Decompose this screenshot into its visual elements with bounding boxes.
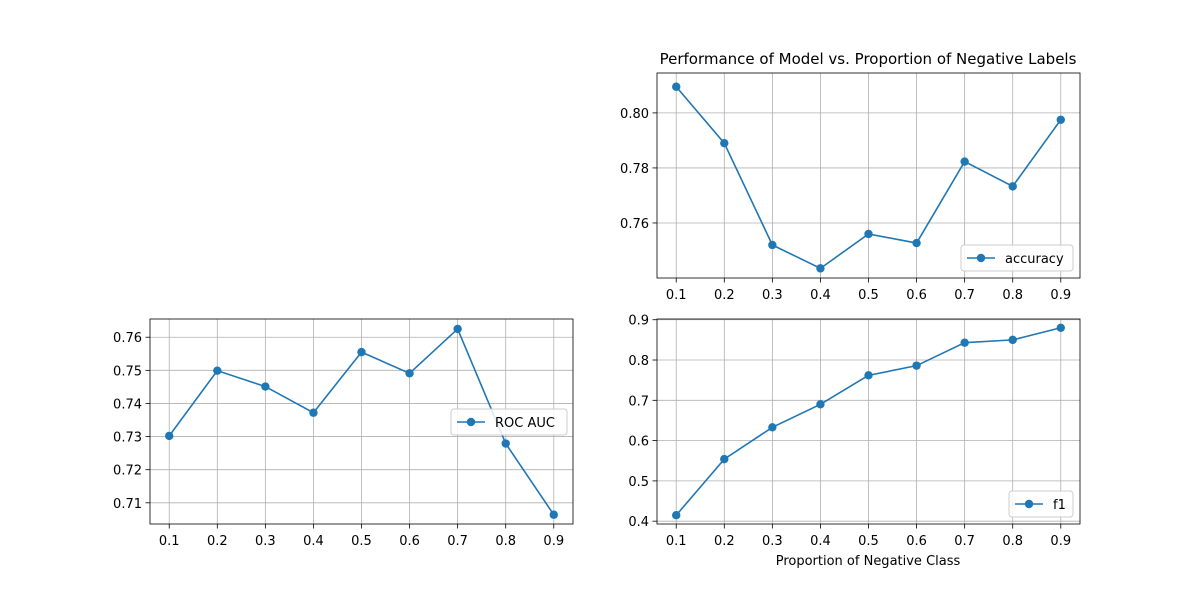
f1-legend-marker xyxy=(1024,499,1034,509)
f1-y-tick-label: 0.9 xyxy=(628,314,649,329)
roc-data-point xyxy=(501,439,510,448)
f1-data-point xyxy=(720,454,729,464)
accuracy-x-tick-label: 0.2 xyxy=(714,288,735,303)
accuracy-y-tick-label: 0.80 xyxy=(620,107,649,122)
accuracy-x-tick-label: 0.1 xyxy=(666,288,687,303)
accuracy-subplot: Performance of Model vs. Proportion of N… xyxy=(620,50,1081,303)
roc-x-tick-label: 0.1 xyxy=(159,534,180,549)
f1-legend-label: f1 xyxy=(1053,498,1066,513)
roc-data-point xyxy=(165,431,174,441)
roc-auc-subplot: 0.1 0.2 0.3 0.4 0.5 0.6 0.7 0.8 0.9 0.71 0.72 0.73 0… xyxy=(113,318,574,549)
f1-x-tick-label: 0.2 xyxy=(714,534,735,549)
roc-data-point xyxy=(453,324,462,334)
f1-x-tick-label: 0.8 xyxy=(1002,534,1023,549)
accuracy-plot-area: 0.1 0.2 0.3 0.4 0.5 0.6 0.7 0.8 0.9 0.76 0.78 0.80 a… xyxy=(620,72,1081,303)
roc-x-tick-label: 0.5 xyxy=(351,534,372,549)
roc-y-tick-label: 0.73 xyxy=(113,431,142,446)
accuracy-legend-box xyxy=(960,244,1074,272)
roc-legend-label: ROC AUC xyxy=(495,416,555,431)
roc-data-point xyxy=(357,347,366,357)
roc-y-tick-label: 0.76 xyxy=(113,331,142,346)
f1-x-tick-label: 0.6 xyxy=(906,534,927,549)
roc-axes-frame xyxy=(149,318,574,525)
accuracy-x-tick-label: 0.4 xyxy=(810,288,831,303)
accuracy-data-point xyxy=(1056,115,1065,124)
f1-data-point xyxy=(864,371,873,380)
f1-data-point xyxy=(960,338,969,347)
accuracy-data-point xyxy=(720,138,729,148)
roc-y-tick-label: 0.74 xyxy=(113,397,142,412)
accuracy-axes-frame xyxy=(656,72,1081,279)
f1-y-tick-label: 0.8 xyxy=(628,354,649,369)
accuracy-data-point xyxy=(768,240,777,250)
accuracy-data-point xyxy=(960,157,969,166)
f1-data-point xyxy=(672,511,681,520)
roc-x-tick-label: 0.9 xyxy=(543,534,564,549)
accuracy-x-tick-label: 0.3 xyxy=(762,288,783,303)
roc-data-point xyxy=(213,366,222,375)
accuracy-data-point xyxy=(912,238,921,248)
f1-y-tick-label: 0.4 xyxy=(628,515,649,530)
roc-y-tick-label: 0.72 xyxy=(113,464,142,479)
f1-x-tick-label: 0.4 xyxy=(810,534,831,549)
roc-data-point xyxy=(405,369,414,378)
roc-legend-marker xyxy=(466,417,476,427)
roc-x-tick-label: 0.8 xyxy=(495,534,516,549)
roc-y-tick-label: 0.75 xyxy=(113,364,142,379)
roc-x-tick-label: 0.2 xyxy=(207,534,228,549)
accuracy-data-point xyxy=(1008,182,1017,191)
accuracy-x-tick-label: 0.7 xyxy=(954,288,975,303)
accuracy-data-point xyxy=(816,264,825,273)
f1-data-point xyxy=(768,423,777,432)
f1-x-tick-label: 0.9 xyxy=(1050,534,1071,549)
accuracy-data-point xyxy=(864,229,873,239)
accuracy-data-point xyxy=(672,82,681,91)
roc-x-tick-label: 0.3 xyxy=(255,534,276,549)
roc-y-tick-label: 0.71 xyxy=(113,497,142,512)
roc-data-point xyxy=(261,382,270,391)
f1-data-point xyxy=(816,400,825,409)
f1-data-point xyxy=(1008,335,1017,345)
f1-axes-frame xyxy=(656,318,1081,525)
accuracy-y-tick-label: 0.78 xyxy=(620,162,649,177)
f1-x-tick-label: 0.1 xyxy=(666,534,687,549)
f1-y-tick-label: 0.7 xyxy=(628,394,649,409)
accuracy-legend-label: accuracy xyxy=(1005,252,1064,267)
accuracy-legend-marker xyxy=(976,253,986,263)
roc-x-tick-label: 0.7 xyxy=(447,534,468,549)
accuracy-y-tick-label: 0.76 xyxy=(620,217,649,232)
f1-plot-area: 0.1 0.2 0.3 0.4 0.5 0.6 0.7 0.8 0.9 0.4 0.5 0.6 0.7 0… xyxy=(628,314,1081,549)
accuracy-x-tick-label: 0.5 xyxy=(858,288,879,303)
f1-data-point xyxy=(912,361,921,370)
roc-auc-plot-area: 0.1 0.2 0.3 0.4 0.5 0.6 0.7 0.8 0.9 0.71 0.72 0.73 0… xyxy=(113,318,574,549)
f1-y-tick-label: 0.6 xyxy=(628,435,649,450)
roc-x-tick-label: 0.4 xyxy=(303,534,324,549)
f1-x-tick-label: 0.5 xyxy=(858,534,879,549)
f1-y-tick-label: 0.5 xyxy=(628,475,649,490)
f1-data-point xyxy=(1056,323,1065,332)
accuracy-x-tick-label: 0.9 xyxy=(1050,288,1071,303)
accuracy-x-tick-label: 0.6 xyxy=(906,288,927,303)
f1-x-axis-label: Proportion of Negative Class xyxy=(776,554,961,569)
f1-x-tick-label: 0.7 xyxy=(954,534,975,549)
f1-subplot: 0.1 0.2 0.3 0.4 0.5 0.6 0.7 0.8 0.9 0.4 0.5 0.6 0.7 0… xyxy=(628,314,1081,569)
roc-x-tick-label: 0.6 xyxy=(399,534,420,549)
roc-data-point xyxy=(549,510,558,519)
accuracy-chart-title: Performance of Model vs. Proportion of N… xyxy=(660,50,1077,68)
accuracy-x-tick-label: 0.8 xyxy=(1002,288,1023,303)
roc-legend-box xyxy=(450,408,568,436)
f1-x-tick-label: 0.3 xyxy=(762,534,783,549)
roc-data-point xyxy=(309,408,318,417)
